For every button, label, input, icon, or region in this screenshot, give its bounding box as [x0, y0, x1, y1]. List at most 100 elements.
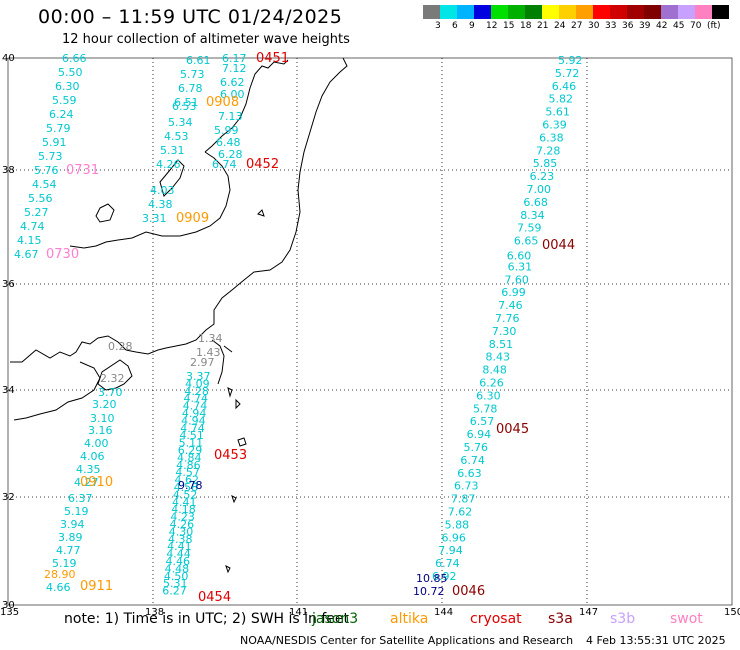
wave-height-label: 4.28 — [184, 385, 209, 398]
wave-height-label: 6.24 — [49, 108, 74, 121]
wave-height-label: 5.59 — [52, 94, 77, 107]
colorbar-tick-label: 18 — [520, 21, 532, 31]
pass-id-label: 0730 — [46, 247, 79, 262]
wave-height-label: 1.34 — [198, 332, 223, 345]
coastline — [13, 361, 101, 421]
colorbar-cell — [508, 5, 525, 19]
lat-tick-label: 32 — [2, 492, 15, 503]
wave-height-label: 4.26 — [170, 518, 195, 531]
coastline — [225, 565, 231, 574]
wave-height-label: 3.94 — [60, 518, 85, 531]
wave-height-label: 4.74 — [184, 392, 209, 405]
wave-height-label: 4.62 — [175, 474, 200, 487]
wave-height-label: 7.00 — [527, 183, 552, 196]
colorbar-cell — [695, 5, 712, 19]
wave-height-label: 7.59 — [517, 222, 542, 235]
colorbar-cell — [627, 5, 644, 19]
wave-height-label: 4.30 — [169, 525, 194, 538]
coastline — [69, 151, 231, 249]
pass-id-label: 0452 — [246, 157, 279, 172]
wave-height-label: 9.78 — [178, 479, 203, 492]
wave-height-label: 6.92 — [432, 570, 457, 583]
wave-height-label: 5.73 — [38, 150, 63, 163]
lon-tick-label: 147 — [579, 607, 598, 618]
wave-height-label: 5.27 — [24, 206, 49, 219]
wave-height-label: 5.92 — [558, 54, 583, 67]
wave-height-label: 2.32 — [100, 372, 125, 385]
wave-height-label: 4.18 — [171, 503, 196, 516]
footer-note: note: 1) Time is in UTC; 2) SWH is in fe… — [64, 611, 350, 627]
wave-height-label: 1.43 — [196, 346, 221, 359]
colorbar-cell — [457, 5, 474, 19]
wave-height-label: 7.30 — [492, 325, 516, 338]
wave-height-label: 5.72 — [555, 67, 580, 80]
satellite-legend-item: s3b — [610, 611, 636, 627]
wave-height-label: 10.85 — [416, 572, 448, 585]
wave-height-label: 7.94 — [438, 544, 463, 557]
wave-height-label: 7.46 — [498, 299, 523, 312]
coastline — [235, 398, 241, 410]
lon-tick-label: 144 — [434, 607, 453, 618]
wave-height-label: 6.28 — [218, 148, 243, 161]
wave-height-label: 5.76 — [34, 164, 59, 177]
wave-height-label: 6.99 — [501, 286, 526, 299]
wave-height-label: 6.74 — [435, 557, 460, 570]
satellite-legend-item: cryosat — [470, 611, 522, 627]
wave-height-label: 3.31 — [142, 212, 167, 225]
wave-height-label: 5.11 — [179, 437, 204, 450]
wave-height-label: 4.46 — [166, 555, 191, 568]
wave-height-label: 4.74 — [180, 422, 205, 435]
wave-height-label: 4.84 — [177, 451, 202, 464]
wave-height-label: 4.27 — [74, 476, 99, 489]
colorbar-cell — [593, 5, 610, 19]
coastline — [231, 495, 237, 504]
wave-height-label: 4.38 — [168, 533, 193, 546]
wave-height-label: 7.12 — [222, 62, 247, 75]
wave-height-label: 4.38 — [148, 198, 173, 211]
wave-height-label: 6.37 — [68, 492, 93, 505]
wave-height-label: 4.00 — [84, 437, 109, 450]
wave-height-label: 6.23 — [530, 170, 555, 183]
wave-height-label: 5.61 — [545, 106, 570, 119]
wave-height-label: 4.51 — [179, 429, 204, 442]
colorbar-cell — [610, 5, 627, 19]
wave-height-label: 6.30 — [476, 389, 501, 402]
coastline — [159, 159, 185, 197]
pass-id-label: 0910 — [80, 475, 113, 490]
lat-tick-label: 34 — [2, 385, 15, 396]
satellite-legend-item: altika — [390, 611, 429, 627]
wave-height-label: 5.50 — [58, 66, 83, 79]
colorbar-tick-label: 3 — [435, 21, 441, 31]
wave-height-label: 5.31 — [163, 577, 188, 590]
wave-height-label: 4.58 — [174, 481, 199, 494]
colorbar-cell — [474, 5, 491, 19]
wave-height-label: 5.76 — [464, 441, 489, 454]
coastline — [125, 57, 348, 355]
wave-height-label: 8.51 — [489, 338, 514, 351]
wave-height-label: 4.23 — [170, 511, 195, 524]
wave-height-label: 7.13 — [218, 110, 243, 123]
wave-height-label: 7.60 — [504, 273, 529, 286]
colorbar-cell — [491, 5, 508, 19]
wave-height-label: 4.35 — [76, 463, 101, 476]
wave-height-label: 4.44 — [166, 548, 191, 561]
chart-subtitle: 12 hour collection of altimeter wave hei… — [62, 32, 350, 47]
wave-height-label: 4.06 — [80, 450, 105, 463]
pass-id-label: 0045 — [496, 422, 529, 437]
wave-height-label: 10.72 — [413, 585, 445, 598]
wave-height-label: 5.73 — [180, 68, 205, 81]
lon-tick-label: 138 — [145, 607, 164, 618]
wave-height-label: 4.03 — [150, 184, 175, 197]
generation-timestamp: 4 Feb 13:55:31 UTC 2025 — [586, 634, 726, 647]
colorbar-tick-label: 33 — [605, 21, 617, 31]
wave-height-label: 6.26 — [479, 377, 504, 390]
wave-height-label: 6.00 — [220, 88, 245, 101]
colorbar-cell — [644, 5, 661, 19]
wave-height-label: 6.61 — [186, 54, 211, 67]
lat-tick-label: 30 — [2, 600, 15, 611]
wave-height-label: 5.79 — [46, 122, 71, 135]
wave-height-label: 6.31 — [508, 260, 532, 273]
coastline — [97, 359, 133, 391]
wave-height-label: 4.26 — [156, 158, 181, 171]
